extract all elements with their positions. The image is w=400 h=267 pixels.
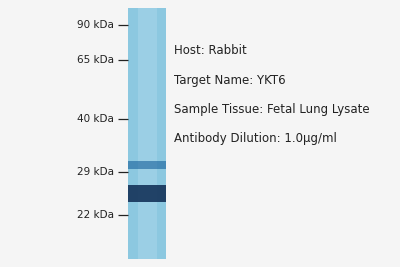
- Bar: [128, 161, 166, 169]
- Text: 65 kDa: 65 kDa: [77, 55, 114, 65]
- Bar: [138, 8, 156, 259]
- Text: Target Name: YKT6: Target Name: YKT6: [174, 74, 286, 87]
- Text: 22 kDa: 22 kDa: [77, 210, 114, 220]
- Text: Host: Rabbit: Host: Rabbit: [174, 44, 247, 57]
- Text: Antibody Dilution: 1.0µg/ml: Antibody Dilution: 1.0µg/ml: [174, 132, 337, 145]
- Text: 90 kDa: 90 kDa: [77, 20, 114, 30]
- Text: Sample Tissue: Fetal Lung Lysate: Sample Tissue: Fetal Lung Lysate: [174, 103, 370, 116]
- Text: 40 kDa: 40 kDa: [77, 114, 114, 124]
- Bar: [128, 8, 166, 259]
- Bar: [128, 185, 166, 202]
- Text: 29 kDa: 29 kDa: [77, 167, 114, 177]
